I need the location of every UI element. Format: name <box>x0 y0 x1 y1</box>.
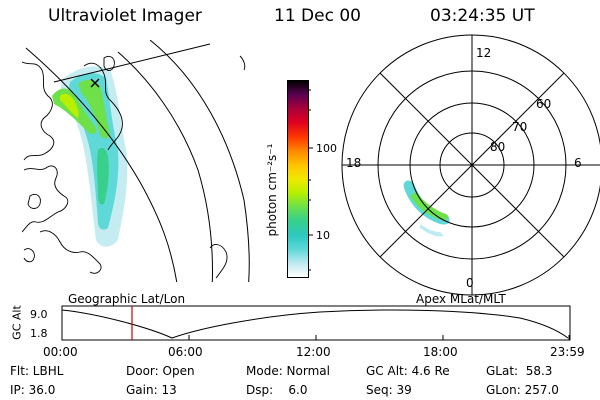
orbit-plot-frame <box>61 305 571 341</box>
instrument-title: Ultraviolet Imager <box>48 6 202 26</box>
polar-circle-outer <box>341 34 600 296</box>
date-label: 11 Dec 00 <box>274 6 361 26</box>
status-glat: GLat: 58.3 <box>486 364 553 378</box>
status-glon: GLon: 257.0 <box>486 383 559 397</box>
mlt-label-18: 18 <box>346 156 362 170</box>
orbit-ylabel: GC Alt <box>10 305 24 340</box>
aurora-emission <box>52 66 128 247</box>
colorbar-tick-10: 10 <box>316 229 330 242</box>
geographic-caption: Geographic Lat/Lon <box>68 292 186 306</box>
orbit-xtick-0000: 00:00 <box>43 345 78 359</box>
status-door: Door: Open <box>126 364 195 378</box>
orbit-xtick-0600: 06:00 <box>168 345 203 359</box>
lat-label-80: 80 <box>490 140 506 154</box>
colorbar <box>287 80 309 278</box>
mlt-label-6: 6 <box>574 156 582 170</box>
status-filter: Flt: LBHL <box>10 364 64 378</box>
coastline <box>22 55 246 279</box>
status-mode: Mode: Normal <box>246 364 330 378</box>
station-marker <box>90 78 100 88</box>
status-gc-alt: GC Alt: 4.6 Re <box>366 364 450 378</box>
orbit-ytick-min: 1.8 <box>30 327 48 340</box>
mlt-label-0: 0 <box>466 276 474 290</box>
status-ip: IP: 36.0 <box>10 383 56 397</box>
lat-label-70: 70 <box>512 120 528 134</box>
mlt-label-12: 12 <box>476 46 492 60</box>
orbit-xtick-1200: 12:00 <box>296 345 331 359</box>
orbit-xtick-1800: 18:00 <box>423 345 458 359</box>
lat-label-60: 60 <box>536 97 552 111</box>
colorbar-ticks <box>308 89 313 271</box>
polar-aurora <box>403 180 450 237</box>
colorbar-unit-label: photon cm⁻²s⁻¹ <box>265 143 279 237</box>
orbit-ytick-max: 9.0 <box>30 308 48 321</box>
status-seq: Seq: 39 <box>366 383 412 397</box>
polar-caption: Apex MLat/MLT <box>416 292 506 306</box>
time-label: 03:24:35 UT <box>430 6 535 26</box>
status-dsp: Dsp: 6.0 <box>246 383 308 397</box>
orbit-altitude-curve <box>61 309 569 339</box>
colorbar-tick-100: 100 <box>316 142 337 155</box>
status-gain: Gain: 13 <box>126 383 177 397</box>
orbit-xtick-2359: 23:59 <box>550 345 585 359</box>
map-graticule <box>25 40 250 282</box>
